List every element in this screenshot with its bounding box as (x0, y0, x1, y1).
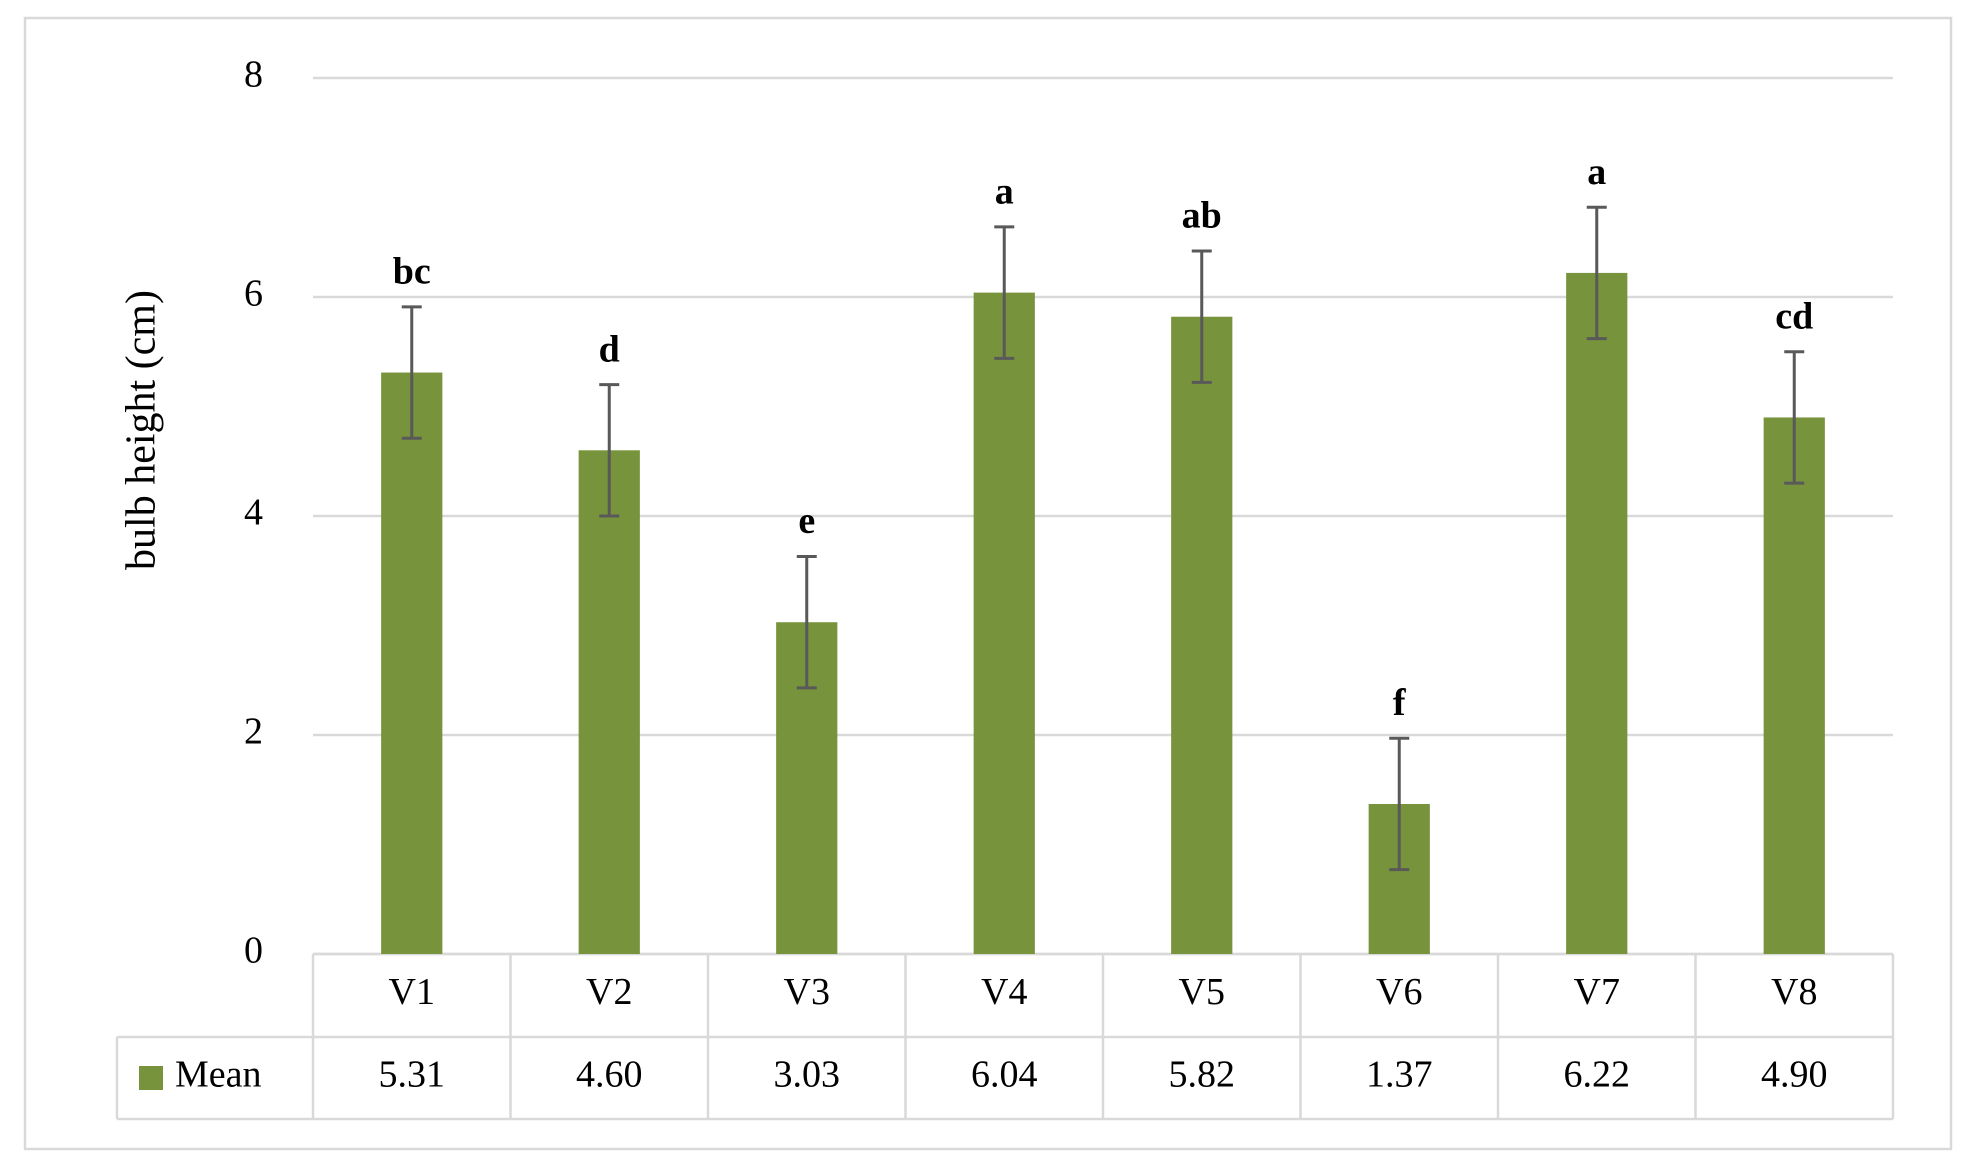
y-tick-label: 2 (244, 711, 263, 753)
table-value: 6.04 (971, 1054, 1038, 1096)
y-tick-label: 8 (244, 54, 263, 96)
y-tick-label: 0 (244, 930, 263, 972)
significance-letter: e (798, 500, 815, 542)
table-value: 4.90 (1761, 1054, 1828, 1096)
bar (1171, 316, 1233, 955)
significance-letter: cd (1775, 295, 1813, 337)
y-tick-label: 4 (244, 492, 263, 534)
significance-letter: bc (393, 251, 431, 293)
legend-label: Mean (175, 1054, 262, 1096)
x-tick-label: V4 (981, 971, 1027, 1013)
x-tick-label: V7 (1574, 971, 1620, 1013)
y-axis-label: bulb height (cm) (119, 290, 165, 570)
table-value: 4.60 (576, 1054, 643, 1096)
error-bar (994, 225, 1015, 360)
error-bar (1586, 205, 1607, 341)
table-value: 1.37 (1366, 1054, 1433, 1096)
x-tick-label: V8 (1771, 971, 1817, 1013)
error-bar (599, 383, 620, 518)
bar (578, 450, 640, 954)
significance-letter: d (599, 328, 620, 370)
bar (1763, 417, 1825, 954)
chart-frame (23, 16, 1953, 1151)
error-bar (1191, 249, 1212, 384)
table-value: 6.22 (1564, 1054, 1631, 1096)
x-tick-label: V6 (1376, 971, 1422, 1013)
table-value: 5.82 (1169, 1054, 1236, 1096)
x-tick-label: V5 (1179, 971, 1225, 1013)
table-value: 5.31 (379, 1054, 446, 1096)
error-bar (401, 305, 422, 440)
x-tick-label: V1 (389, 971, 435, 1013)
significance-letter: a (1587, 151, 1606, 193)
bar (381, 372, 443, 954)
error-bar (1389, 736, 1410, 872)
significance-letter: f (1393, 682, 1407, 724)
significance-letter: a (995, 171, 1014, 213)
legend-swatch (139, 1066, 163, 1090)
bar (973, 292, 1035, 954)
table-value: 3.03 (774, 1054, 841, 1096)
error-bar (1784, 350, 1805, 485)
x-tick-label: V2 (586, 971, 632, 1013)
y-tick-label: 6 (244, 273, 263, 315)
bar (1566, 272, 1628, 954)
significance-letter: ab (1182, 195, 1222, 237)
error-bar (796, 555, 817, 690)
x-tick-label: V3 (784, 971, 830, 1013)
